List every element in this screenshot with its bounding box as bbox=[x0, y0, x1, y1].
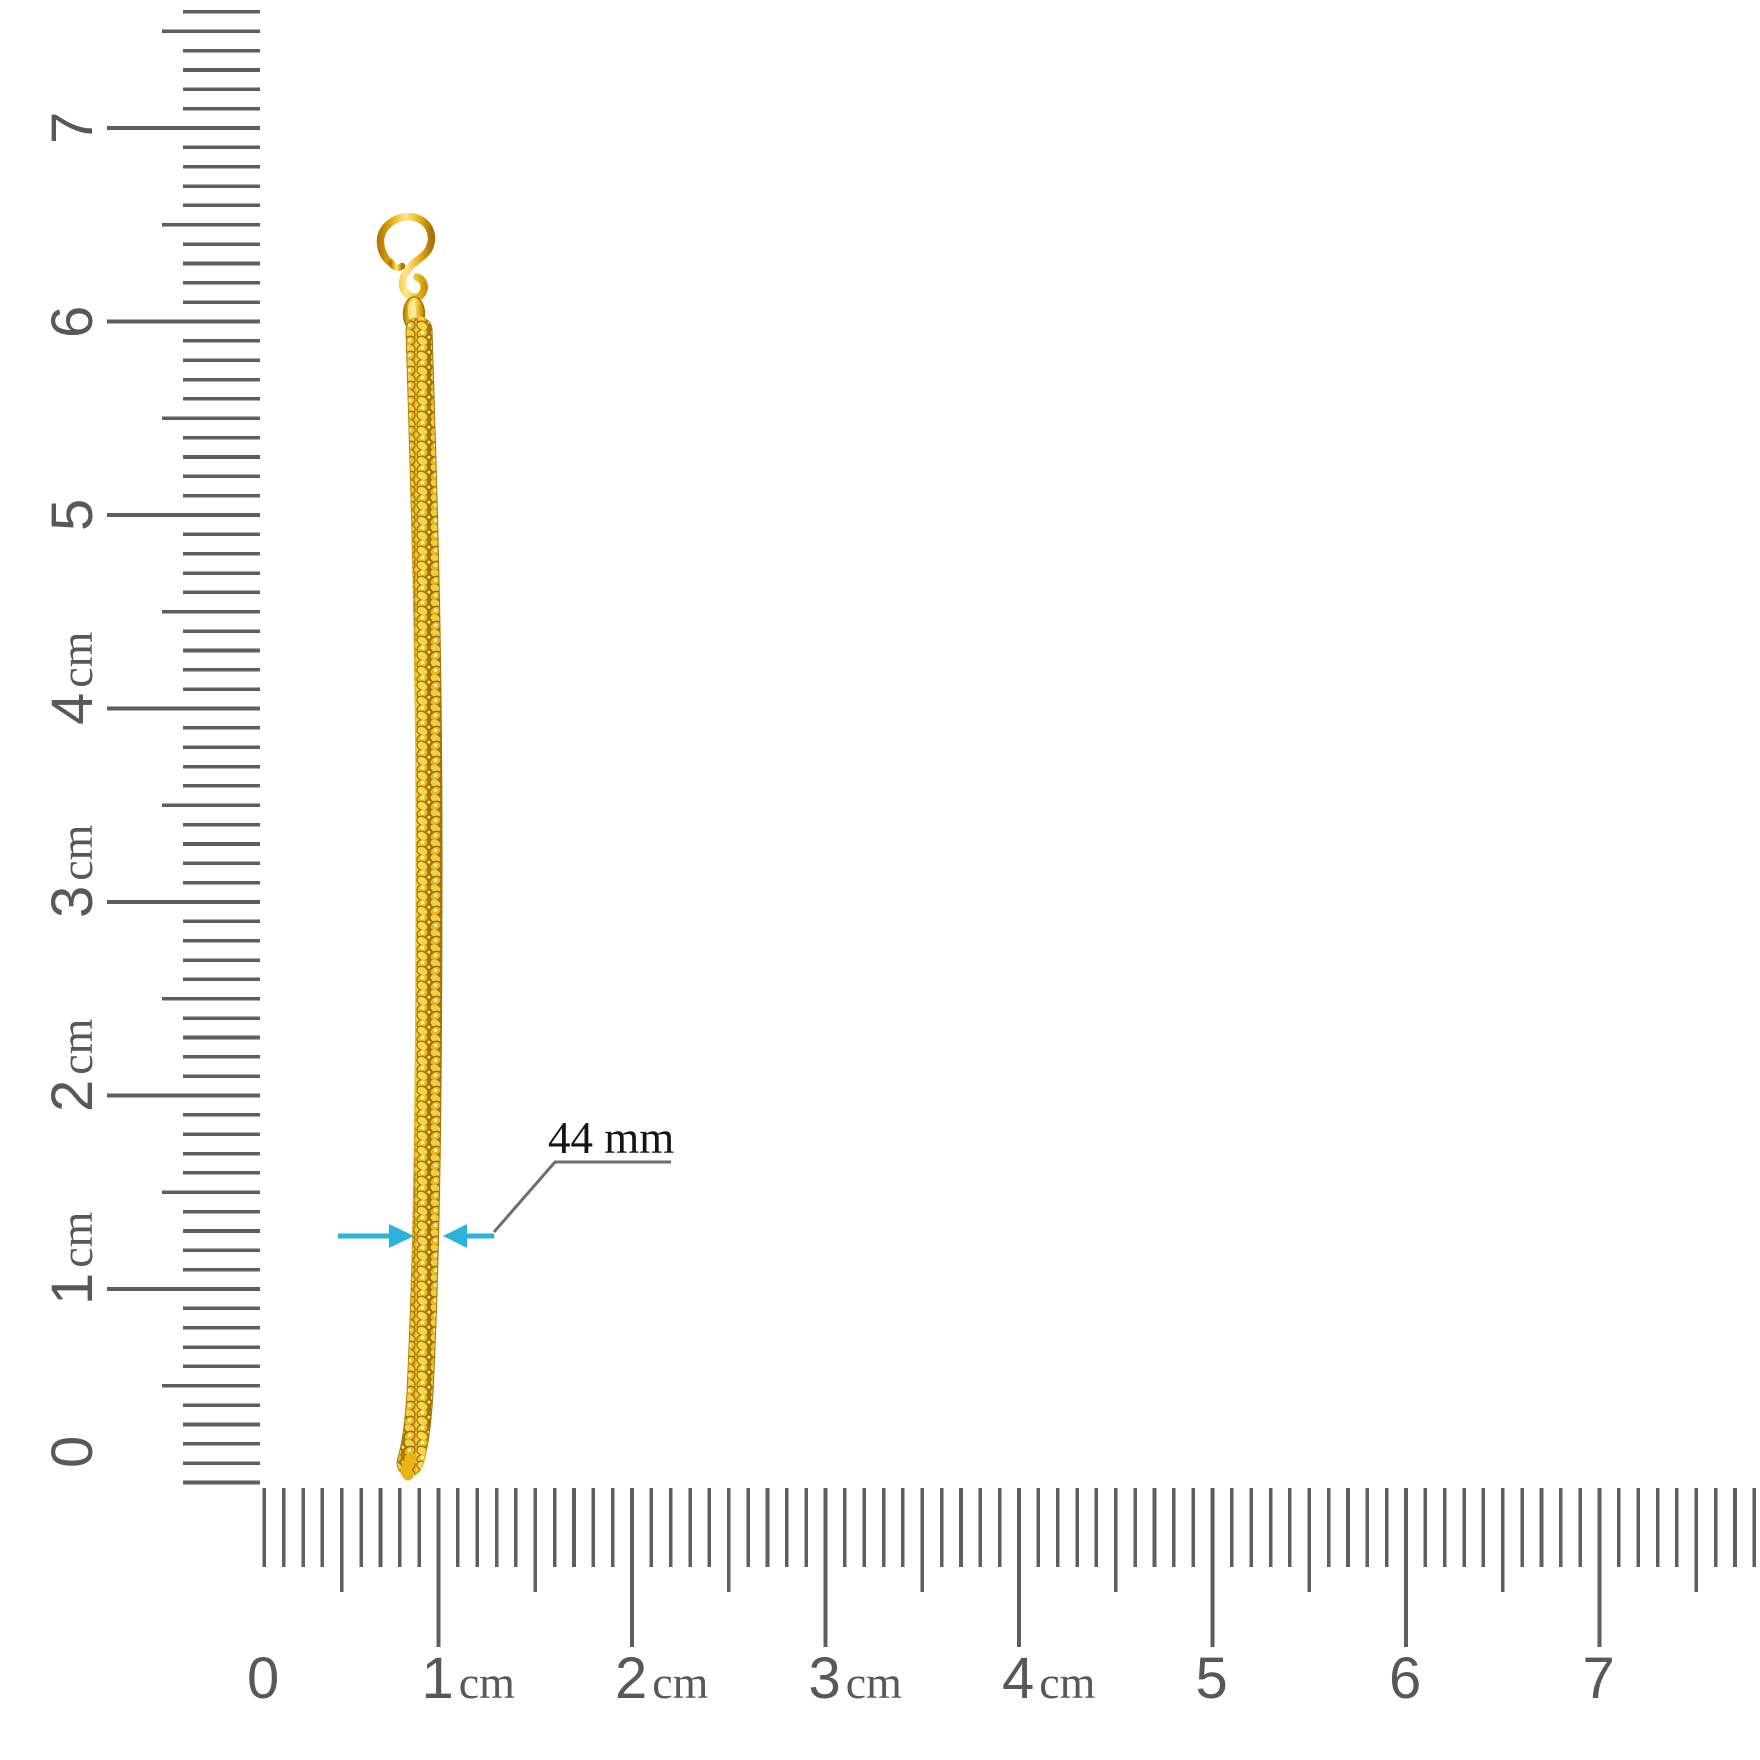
label-digit: 1 bbox=[40, 1272, 105, 1305]
left-ruler-label-6: 6 bbox=[40, 305, 105, 337]
left-ruler-label-4: 4 cm bbox=[40, 631, 105, 724]
leader-line bbox=[492, 1160, 671, 1233]
label-digit: 0 bbox=[40, 1435, 105, 1468]
label-digit: 3 bbox=[40, 885, 105, 918]
chain-end-tip bbox=[400, 1452, 417, 1481]
label-unit: cm bbox=[51, 631, 102, 688]
label-unit: cm bbox=[652, 1657, 709, 1708]
measurement-label: 44 mm bbox=[548, 1113, 675, 1163]
bottom-ruler-label-6: 6 bbox=[1389, 1650, 1421, 1708]
label-unit: cm bbox=[845, 1657, 902, 1708]
bottom-ruler-label-0: 0 bbox=[247, 1650, 279, 1708]
clasp-end-curl bbox=[387, 259, 406, 271]
width-annotation bbox=[338, 1160, 671, 1248]
bead-highlight bbox=[408, 301, 416, 321]
bottom-ruler-ticks bbox=[262, 1488, 1757, 1647]
left-ruler-ticks bbox=[107, 10, 260, 1485]
label-unit: cm bbox=[1039, 1657, 1096, 1708]
label-digit: 5 bbox=[1195, 1646, 1228, 1711]
label-digit: 2 bbox=[40, 1079, 105, 1112]
label-digit: 3 bbox=[808, 1646, 841, 1711]
left-ruler-label-1: 1 cm bbox=[40, 1211, 105, 1305]
label-digit: 6 bbox=[40, 305, 105, 338]
label-unit: cm bbox=[51, 1211, 102, 1268]
bottom-ruler-label-5: 5 bbox=[1196, 1650, 1228, 1708]
label-digit: 4 bbox=[40, 692, 105, 725]
bottom-ruler-label-4: 4 cm bbox=[1002, 1650, 1095, 1708]
left-ruler-label-3: 3 cm bbox=[40, 824, 105, 918]
label-digit: 0 bbox=[247, 1646, 280, 1711]
chain-braid-texture bbox=[397, 317, 442, 1476]
label-unit: cm bbox=[51, 1018, 102, 1075]
gold-chain bbox=[376, 213, 443, 1481]
label-digit: 7 bbox=[40, 111, 105, 144]
label-digit: 7 bbox=[1582, 1646, 1615, 1711]
right-arrow-head-icon bbox=[443, 1224, 467, 1248]
label-digit: 6 bbox=[1389, 1646, 1422, 1711]
left-ruler-label-0: 0 bbox=[40, 1435, 105, 1467]
label-digit: 1 bbox=[421, 1646, 454, 1711]
label-digit: 2 bbox=[615, 1646, 648, 1711]
left-ruler-label-7: 7 bbox=[40, 112, 105, 144]
label-unit: cm bbox=[51, 824, 102, 881]
s-hook-clasp-icon bbox=[376, 213, 436, 302]
bottom-ruler-label-2: 2 cm bbox=[615, 1650, 708, 1708]
left-ruler-label-5: 5 bbox=[40, 499, 105, 531]
bottom-ruler-label-7: 7 bbox=[1583, 1650, 1615, 1708]
label-digit: 4 bbox=[1002, 1646, 1035, 1711]
bottom-ruler-label-1: 1 cm bbox=[422, 1650, 515, 1708]
left-ruler-label-2: 2 cm bbox=[40, 1018, 105, 1111]
bottom-ruler-label-3: 3 cm bbox=[809, 1650, 902, 1708]
label-unit: cm bbox=[458, 1657, 515, 1708]
left-arrow-head-icon bbox=[389, 1224, 414, 1248]
label-digit: 5 bbox=[40, 498, 105, 531]
